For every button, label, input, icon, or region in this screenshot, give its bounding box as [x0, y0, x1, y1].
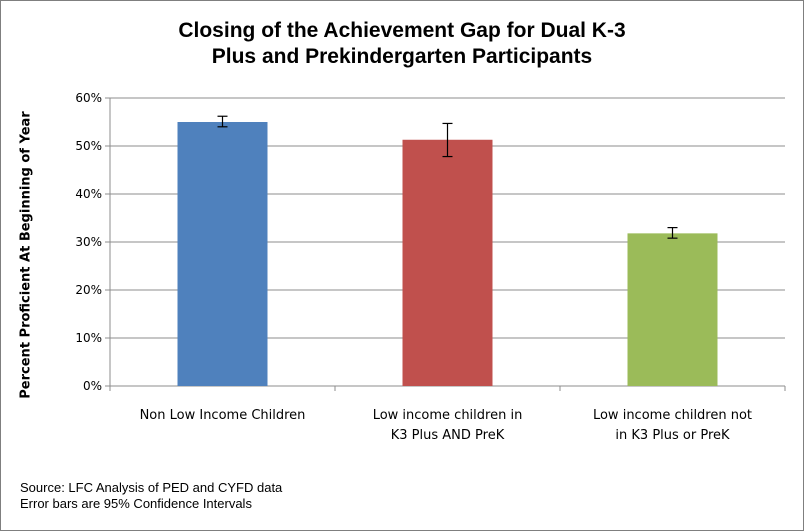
- category-label: Non Low Income Children: [113, 406, 333, 426]
- y-tick-label: 50%: [75, 139, 102, 153]
- category-label-line: in K3 Plus or PreK: [615, 428, 730, 443]
- y-tick-label: 30%: [75, 235, 102, 249]
- source-notes: Source: LFC Analysis of PED and CYFD dat…: [20, 480, 282, 512]
- y-tick-label: 0%: [83, 379, 102, 393]
- category-label-line: Low income children in: [372, 408, 523, 423]
- y-tick-label: 40%: [75, 187, 102, 201]
- category-label: Low income children not in K3 Plus or Pre…: [563, 406, 783, 446]
- category-label-line: K3 Plus AND PreK: [390, 428, 505, 443]
- chart-title-line-2: Plus and Prekindergarten Participants: [211, 45, 593, 68]
- error-bar-note: Error bars are 95% Confidence Intervals: [20, 496, 252, 511]
- chart-title: Closing of the Achievement Gap for Dual …: [0, 18, 804, 70]
- source-note: Source: LFC Analysis of PED and CYFD dat…: [20, 480, 283, 495]
- category-label: Low income children in K3 Plus AND PreK: [338, 406, 558, 446]
- y-tick-label: 10%: [75, 331, 102, 345]
- bar: [627, 233, 718, 386]
- chart-title-line-1: Closing of the Achievement Gap for Dual …: [178, 19, 626, 42]
- y-tick-label: 20%: [75, 283, 102, 297]
- bar: [402, 139, 493, 386]
- category-label-line: Non Low Income Children: [139, 408, 306, 423]
- bar: [177, 122, 268, 386]
- category-label-line: Low income children not: [592, 408, 753, 423]
- y-tick-label: 60%: [75, 91, 102, 105]
